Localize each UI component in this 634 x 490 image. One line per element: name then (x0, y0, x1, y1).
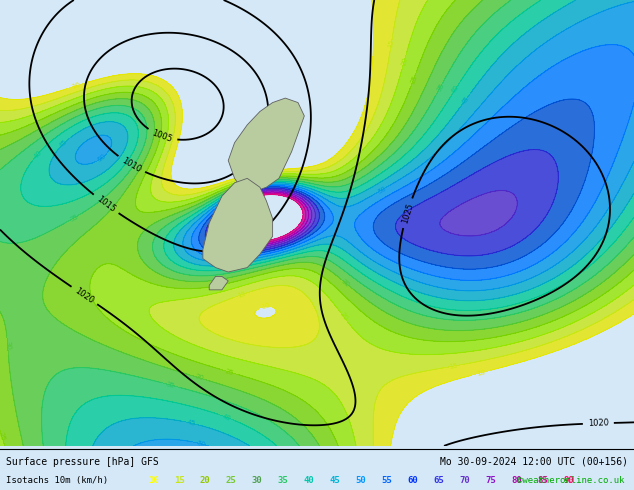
Text: 35: 35 (68, 213, 79, 223)
Text: 70: 70 (460, 476, 470, 485)
Text: 1005: 1005 (151, 128, 174, 144)
Text: 1020: 1020 (73, 286, 96, 305)
Text: Isotachs 10m (km/h): Isotachs 10m (km/h) (6, 476, 114, 485)
Text: 15: 15 (174, 476, 184, 485)
Polygon shape (228, 98, 304, 192)
Text: 1020: 1020 (588, 418, 609, 428)
Text: 50: 50 (356, 476, 366, 485)
Text: Mo 30-09-2024 12:00 UTC (00+156): Mo 30-09-2024 12:00 UTC (00+156) (439, 457, 628, 467)
Text: 20: 20 (200, 476, 210, 485)
Text: 50: 50 (377, 185, 387, 195)
Text: 80: 80 (512, 476, 522, 485)
Text: 45: 45 (58, 138, 69, 149)
Text: 1010: 1010 (120, 155, 143, 174)
Text: 50: 50 (196, 440, 206, 448)
Text: 35: 35 (165, 381, 176, 389)
Text: 20: 20 (400, 56, 408, 66)
Text: 75: 75 (486, 476, 496, 485)
Text: 10: 10 (476, 368, 486, 377)
Text: 15: 15 (388, 38, 395, 48)
Text: 25: 25 (0, 432, 6, 442)
Text: 35: 35 (436, 81, 445, 92)
Text: 40: 40 (450, 84, 460, 95)
Text: 15: 15 (236, 290, 247, 299)
Text: 10: 10 (71, 82, 81, 90)
Polygon shape (203, 178, 273, 272)
Text: 45: 45 (460, 95, 470, 105)
Text: 40: 40 (304, 476, 314, 485)
Text: 25: 25 (410, 74, 418, 84)
Text: 30: 30 (340, 278, 351, 288)
Text: Surface pressure [hPa] GFS: Surface pressure [hPa] GFS (6, 457, 159, 467)
Text: 40: 40 (33, 148, 43, 159)
Polygon shape (209, 276, 228, 290)
Text: 65: 65 (434, 476, 444, 485)
Text: 30: 30 (252, 476, 262, 485)
Text: 25: 25 (224, 368, 234, 376)
Text: 50: 50 (96, 153, 107, 163)
Text: 10: 10 (148, 476, 158, 485)
Text: 45: 45 (330, 476, 340, 485)
Text: 25: 25 (226, 476, 236, 485)
Text: 10: 10 (260, 303, 269, 310)
Text: 1015: 1015 (95, 194, 117, 214)
Text: 30: 30 (4, 341, 11, 350)
Text: 85: 85 (538, 476, 548, 485)
Text: 45: 45 (186, 419, 196, 427)
Text: 60: 60 (408, 476, 418, 485)
Text: 55: 55 (382, 476, 392, 485)
Text: ©weatheronline.co.uk: ©weatheronline.co.uk (517, 476, 624, 485)
Text: 90: 90 (564, 476, 574, 485)
Text: 15: 15 (448, 363, 458, 370)
Text: 1025: 1025 (400, 202, 415, 224)
Text: 35: 35 (278, 476, 288, 485)
Text: 20: 20 (339, 311, 349, 322)
Text: 40: 40 (221, 413, 231, 421)
Text: 30: 30 (194, 374, 205, 382)
